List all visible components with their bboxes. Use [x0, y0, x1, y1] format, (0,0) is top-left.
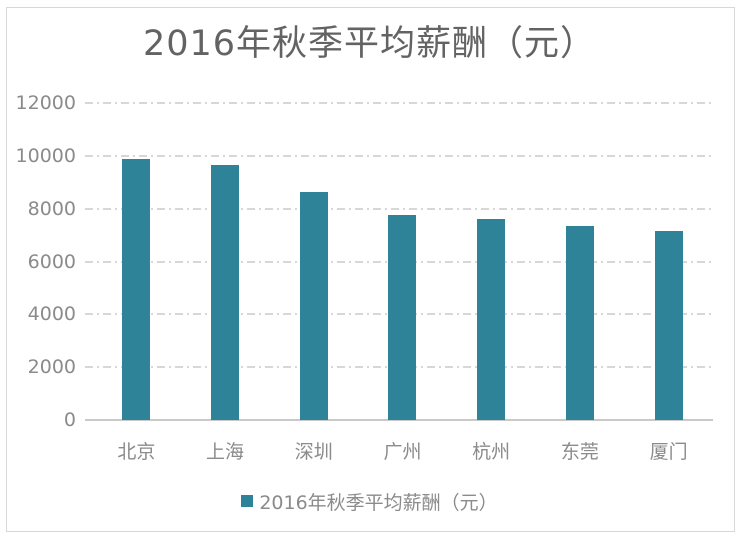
chart-title: 2016年秋季平均薪酬（元） — [142, 24, 597, 64]
gridline-8000 — [85, 207, 713, 210]
legend-square-marker-icon — [241, 495, 254, 507]
bar-3 — [299, 192, 328, 420]
gridline-12000 — [85, 102, 713, 104]
y-axis-tick-label: 6000 — [27, 250, 76, 273]
bar-7 — [654, 230, 683, 420]
x-axis-category-label: 杭州 — [472, 441, 511, 463]
y-axis-tick-label: 0 — [63, 409, 76, 431]
legend: 2016年秋季平均薪酬（元） — [0, 489, 739, 514]
bar-4 — [388, 215, 417, 420]
x-axis-category-label: 上海 — [206, 441, 245, 463]
y-axis-tick-label: 4000 — [27, 303, 76, 326]
gridline-10000 — [85, 154, 713, 157]
x-axis-line — [85, 419, 713, 421]
bar-1 — [122, 158, 151, 420]
y-axis-tick-label: 12000 — [15, 92, 76, 114]
x-axis-category-label: 东莞 — [560, 441, 599, 463]
y-axis-tick-label: 10000 — [15, 144, 76, 167]
legend-label: 2016年秋季平均薪酬（元） — [259, 491, 498, 514]
x-axis-category-label: 北京 — [117, 441, 156, 463]
x-axis-category-label: 广州 — [383, 441, 422, 463]
bar-2 — [211, 165, 240, 420]
bar-5 — [477, 218, 506, 420]
bar-6 — [565, 225, 594, 420]
y-axis-tick-label: 2000 — [27, 356, 76, 379]
y-axis-tick-label: 8000 — [27, 197, 76, 220]
x-axis-category-label: 厦门 — [649, 441, 688, 463]
x-axis-category-label: 深圳 — [294, 441, 333, 463]
